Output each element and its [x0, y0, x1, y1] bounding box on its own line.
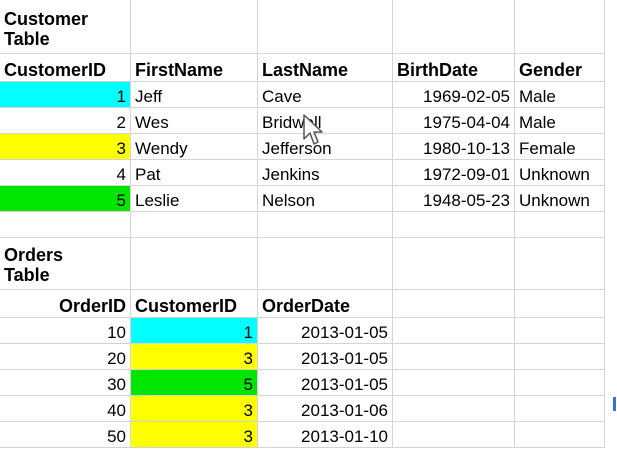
- first-name-cell[interactable]: Pat: [131, 160, 258, 186]
- last-name-cell[interactable]: Cave: [258, 82, 393, 108]
- empty-cell[interactable]: [131, 238, 258, 290]
- empty-cell[interactable]: [393, 238, 515, 290]
- gender-cell[interactable]: Female: [515, 134, 605, 160]
- birth-date-cell[interactable]: 1972-09-01: [393, 160, 515, 186]
- order-id-cell[interactable]: 50: [0, 422, 131, 448]
- header-lastname[interactable]: LastName: [258, 54, 393, 82]
- empty-cell[interactable]: [393, 318, 515, 344]
- order-date-cell[interactable]: 2013-01-10: [258, 422, 393, 448]
- customer-id-cell[interactable]: 1: [0, 82, 131, 108]
- customer-table-title[interactable]: Customer Table: [0, 0, 131, 54]
- empty-cell[interactable]: [393, 422, 515, 448]
- empty-cell[interactable]: [515, 318, 605, 344]
- order-date-cell[interactable]: 2013-01-05: [258, 318, 393, 344]
- gender-cell[interactable]: Male: [515, 82, 605, 108]
- empty-cell[interactable]: [515, 0, 605, 54]
- last-name-cell[interactable]: Bridwell: [258, 108, 393, 134]
- empty-cell[interactable]: [131, 212, 258, 238]
- empty-cell[interactable]: [515, 370, 605, 396]
- first-name-cell[interactable]: Wendy: [131, 134, 258, 160]
- customer-id-cell[interactable]: 3: [0, 134, 131, 160]
- order-date-cell[interactable]: 2013-01-05: [258, 344, 393, 370]
- empty-cell[interactable]: [515, 238, 605, 290]
- birth-date-cell[interactable]: 1980-10-13: [393, 134, 515, 160]
- header-birthdate[interactable]: BirthDate: [393, 54, 515, 82]
- customer-id-cell[interactable]: 2: [0, 108, 131, 134]
- order-customer-id-cell[interactable]: 3: [131, 422, 258, 448]
- empty-cell[interactable]: [393, 344, 515, 370]
- order-id-cell[interactable]: 20: [0, 344, 131, 370]
- order-customer-id-cell[interactable]: 1: [131, 318, 258, 344]
- empty-cell[interactable]: [515, 290, 605, 318]
- gender-cell[interactable]: Unknown: [515, 160, 605, 186]
- header-orderid[interactable]: OrderID: [0, 290, 131, 318]
- empty-cell[interactable]: [393, 0, 515, 54]
- empty-cell[interactable]: [258, 0, 393, 54]
- orders-table-title[interactable]: Orders Table: [0, 238, 131, 290]
- first-name-cell[interactable]: Jeff: [131, 82, 258, 108]
- empty-cell[interactable]: [0, 212, 131, 238]
- last-name-cell[interactable]: Nelson: [258, 186, 393, 212]
- gender-cell[interactable]: Unknown: [515, 186, 605, 212]
- first-name-cell[interactable]: Wes: [131, 108, 258, 134]
- empty-cell[interactable]: [393, 370, 515, 396]
- order-customer-id-cell[interactable]: 3: [131, 344, 258, 370]
- empty-cell[interactable]: [131, 0, 258, 54]
- header-order-customerid[interactable]: CustomerID: [131, 290, 258, 318]
- header-orderdate[interactable]: OrderDate: [258, 290, 393, 318]
- cell-selection-marker: [613, 397, 616, 411]
- order-id-cell[interactable]: 30: [0, 370, 131, 396]
- empty-cell[interactable]: [393, 290, 515, 318]
- gender-cell[interactable]: Male: [515, 108, 605, 134]
- first-name-cell[interactable]: Leslie: [131, 186, 258, 212]
- empty-cell[interactable]: [258, 238, 393, 290]
- empty-cell[interactable]: [515, 396, 605, 422]
- birth-date-cell[interactable]: 1969-02-05: [393, 82, 515, 108]
- birth-date-cell[interactable]: 1948-05-23: [393, 186, 515, 212]
- order-date-cell[interactable]: 2013-01-06: [258, 396, 393, 422]
- order-date-cell[interactable]: 2013-01-05: [258, 370, 393, 396]
- last-name-cell[interactable]: Jefferson: [258, 134, 393, 160]
- order-id-cell[interactable]: 10: [0, 318, 131, 344]
- header-customerid[interactable]: CustomerID: [0, 54, 131, 82]
- empty-cell[interactable]: [515, 344, 605, 370]
- customer-id-cell[interactable]: 4: [0, 160, 131, 186]
- order-customer-id-cell[interactable]: 3: [131, 396, 258, 422]
- order-id-cell[interactable]: 40: [0, 396, 131, 422]
- empty-cell[interactable]: [515, 422, 605, 448]
- header-firstname[interactable]: FirstName: [131, 54, 258, 82]
- empty-cell[interactable]: [393, 396, 515, 422]
- header-gender[interactable]: Gender: [515, 54, 605, 82]
- birth-date-cell[interactable]: 1975-04-04: [393, 108, 515, 134]
- empty-cell[interactable]: [515, 212, 605, 238]
- customer-id-cell[interactable]: 5: [0, 186, 131, 212]
- empty-cell[interactable]: [393, 212, 515, 238]
- empty-cell[interactable]: [258, 212, 393, 238]
- last-name-cell[interactable]: Jenkins: [258, 160, 393, 186]
- order-customer-id-cell[interactable]: 5: [131, 370, 258, 396]
